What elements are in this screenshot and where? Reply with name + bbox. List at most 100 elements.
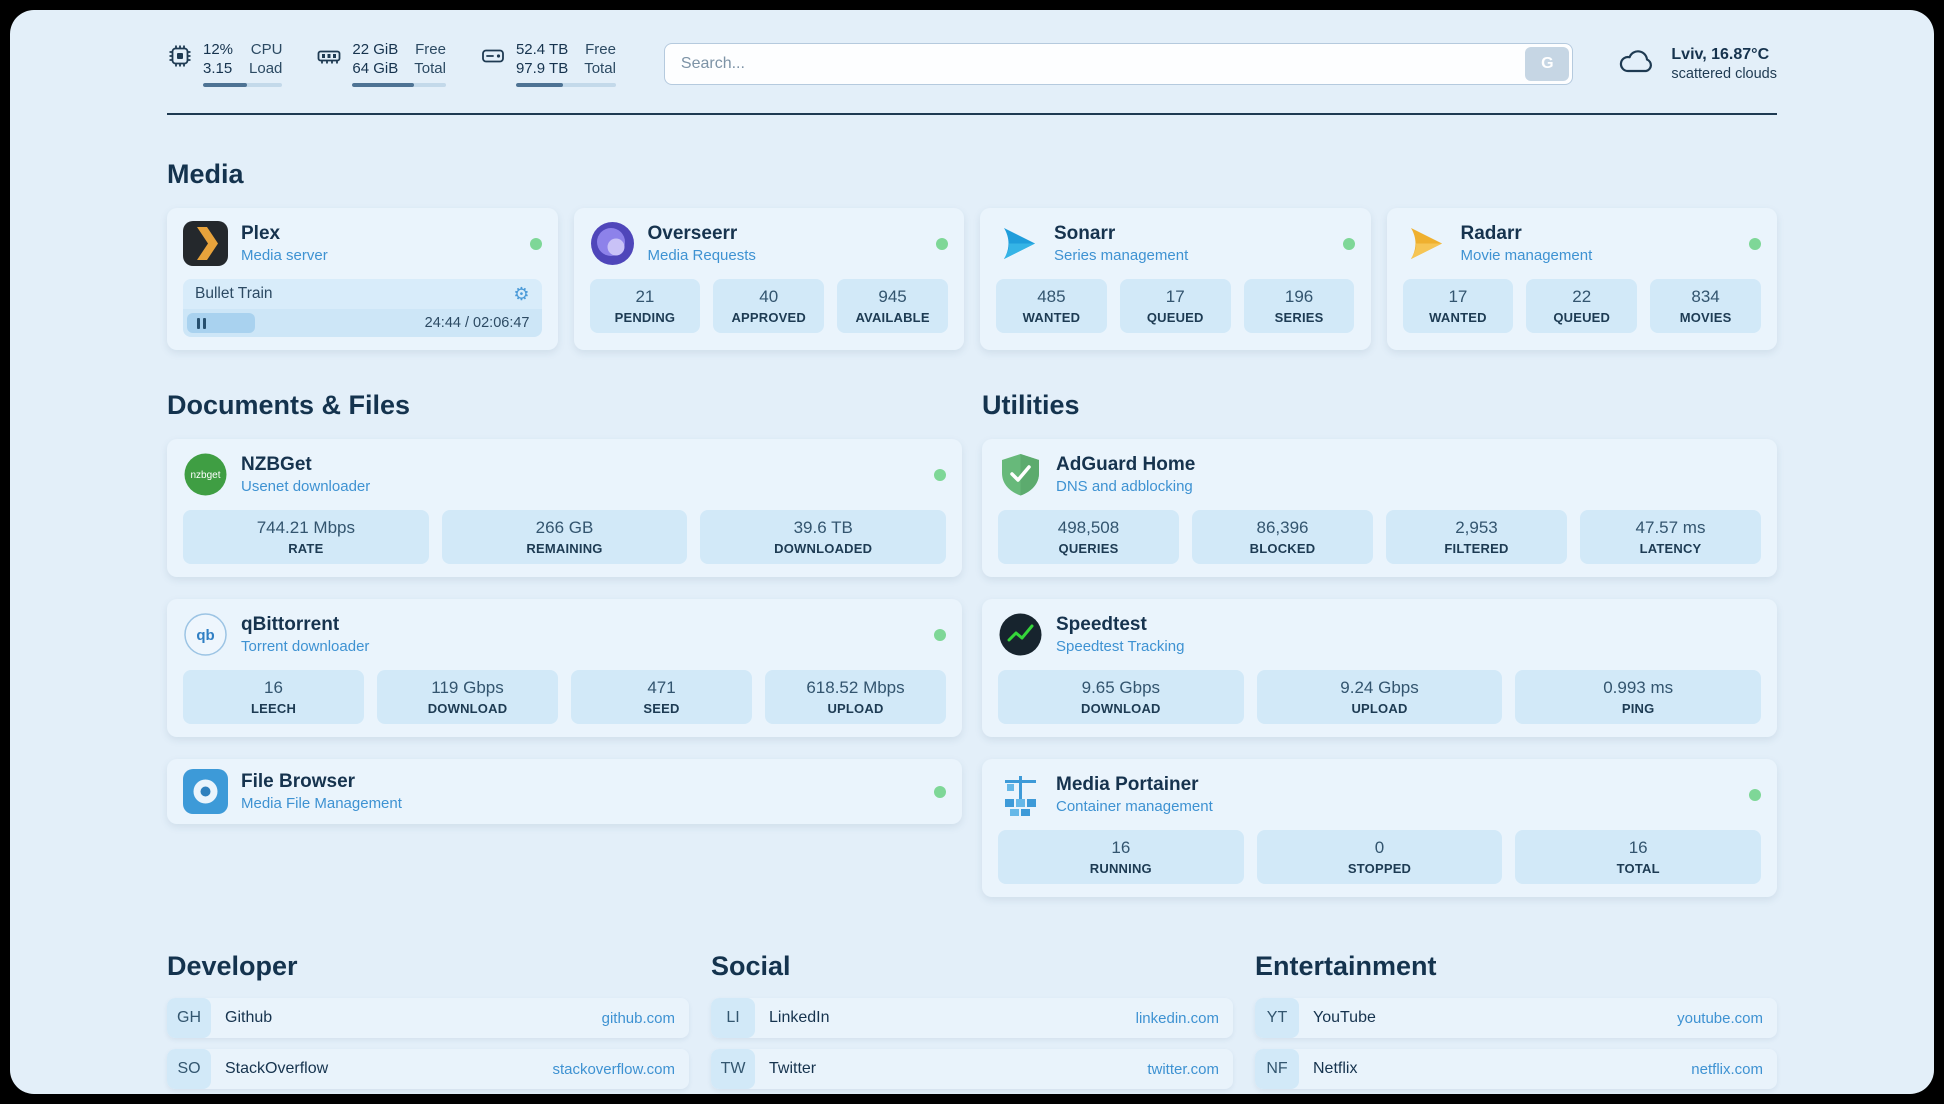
- bookmark-netflix[interactable]: NF Netflix netflix.com: [1255, 1049, 1777, 1089]
- service-card-adguard[interactable]: AdGuard Home DNS and adblocking 498,508 Q…: [982, 439, 1777, 577]
- bookmark-abbr: GH: [167, 998, 211, 1038]
- bookmark-url: github.com: [601, 1009, 675, 1027]
- service-name: AdGuard Home: [1056, 454, 1196, 475]
- service-card-speedtest[interactable]: Speedtest Speedtest Tracking 9.65 Gbps DO…: [982, 599, 1777, 737]
- now-playing-title: Bullet Train: [195, 285, 273, 302]
- stat-leech: 16 LEECH: [183, 670, 364, 724]
- bookmark-abbr: SO: [167, 1049, 211, 1089]
- cpu-usage-value: 12%: [203, 41, 234, 58]
- cpu-load-value: 3.15: [203, 60, 233, 77]
- cpu-icon: [167, 43, 193, 74]
- stat-available: 945 AVAILABLE: [837, 279, 948, 333]
- status-dot: [934, 468, 946, 481]
- stat-ping: 0.993 ms PING: [1515, 670, 1762, 724]
- service-card-overseerr[interactable]: Overseerr Media Requests 21 PENDING 40 APP…: [573, 208, 964, 350]
- dashboard: 12% CPU 3.15 Load: [10, 10, 1934, 1094]
- service-name: Radarr: [1460, 223, 1522, 244]
- disk-total-label: Total: [584, 60, 616, 77]
- stat-movies: 834 MOVIES: [1650, 279, 1761, 333]
- service-card-qbittorrent[interactable]: qb qBittorrent Torrent downloader 16 LEEC…: [167, 599, 962, 737]
- service-name: Sonarr: [1054, 223, 1116, 244]
- radarr-icon: [1403, 221, 1448, 266]
- stat-queued: 22 QUEUED: [1526, 279, 1638, 333]
- search-input[interactable]: [663, 42, 1574, 85]
- pause-icon[interactable]: [197, 317, 206, 329]
- qbittorrent-icon: qb: [183, 612, 228, 657]
- bookmark-url: netflix.com: [1691, 1060, 1763, 1078]
- bookmark-name: YouTube: [1313, 1009, 1376, 1026]
- section-title-media: Media: [167, 159, 244, 189]
- status-dot: [1342, 237, 1355, 250]
- bookmark-url: youtube.com: [1677, 1009, 1763, 1027]
- stat-stopped: 0 STOPPED: [1256, 830, 1503, 884]
- status-dot: [1749, 788, 1761, 801]
- stat-wanted: 17 WANTED: [1402, 279, 1514, 333]
- service-card-nzbget[interactable]: nzbget NZBGet Usenet downloader 744.21 M…: [167, 439, 962, 577]
- filebrowser-icon: [183, 769, 228, 814]
- system-metrics: 12% CPU 3.15 Load: [167, 40, 616, 87]
- search-bar: G: [663, 42, 1574, 85]
- service-card-sonarr[interactable]: Sonarr Series management 485 WANTED 17 QUE…: [980, 208, 1371, 350]
- topbar-divider: [167, 113, 1777, 115]
- stat-series: 196 SERIES: [1243, 279, 1355, 333]
- weather-widget: Lviv, 16.87°C scattered clouds: [1617, 45, 1777, 82]
- bookmark-twitter[interactable]: TW Twitter twitter.com: [711, 1049, 1233, 1089]
- stat-download: 9.65 Gbps DOWNLOAD: [998, 670, 1244, 724]
- ram-free-value: 22 GiB: [352, 41, 399, 58]
- bookmark-github[interactable]: GH Github github.com: [167, 998, 689, 1038]
- section-title-utilities: Utilities: [982, 390, 1080, 420]
- service-desc: Media server: [241, 247, 328, 264]
- bookmark-linkedin[interactable]: LI LinkedIn linkedin.com: [711, 998, 1233, 1038]
- ram-free-label: Free: [415, 41, 446, 58]
- bookmark-name: Twitter: [769, 1060, 817, 1077]
- overseerr-icon: [590, 221, 635, 266]
- stat-latency: 47.57 ms LATENCY: [1580, 510, 1761, 564]
- stat-approved: 40 APPROVED: [713, 279, 825, 333]
- disk-progress-bar: [515, 83, 616, 87]
- service-name: qBittorrent: [241, 614, 340, 635]
- cpu-load-label: Load: [249, 60, 283, 77]
- section-title-social: Social: [711, 951, 791, 981]
- bookmark-abbr: YT: [1255, 998, 1299, 1038]
- service-name: Speedtest: [1056, 614, 1147, 635]
- nzbget-icon: nzbget: [183, 452, 228, 497]
- service-name: Overseerr: [647, 223, 738, 244]
- bookmark-abbr: LI: [711, 998, 755, 1038]
- playback-progress-bar: 24:44 / 02:06:47: [183, 309, 542, 337]
- bookmark-name: Netflix: [1313, 1060, 1358, 1077]
- service-desc: Movie management: [1460, 247, 1593, 264]
- gear-icon[interactable]: ⚙: [513, 284, 530, 304]
- speedtest-icon: [998, 612, 1043, 657]
- service-card-radarr[interactable]: Radarr Movie management 17 WANTED 22 QUEUE…: [1386, 208, 1777, 350]
- cpu-usage-label: CPU: [250, 41, 283, 58]
- service-name: File Browser: [241, 771, 356, 792]
- bookmark-youtube[interactable]: YT YouTube youtube.com: [1255, 998, 1777, 1038]
- bookmark-stackoverflow[interactable]: SO StackOverflow stackoverflow.com: [167, 1049, 689, 1089]
- service-name: NZBGet: [241, 454, 312, 475]
- sonarr-icon: [996, 221, 1041, 266]
- bookmark-url: linkedin.com: [1135, 1009, 1219, 1027]
- bookmark-url: stackoverflow.com: [552, 1060, 675, 1078]
- service-card-plex[interactable]: Plex Media server Bullet Train ⚙ 24:44: [167, 208, 558, 350]
- bookmark-group-developer: Developer GH Github github.com SO StackO…: [167, 951, 689, 1094]
- service-card-filebrowser[interactable]: File Browser Media File Management: [167, 759, 962, 824]
- plex-icon: [183, 221, 228, 266]
- weather-location: Lviv, 16.87°C: [1671, 45, 1770, 63]
- section-utilities: Utilities AdGuard Home DNS and adblockin…: [982, 390, 1777, 897]
- disk-icon: [480, 43, 506, 74]
- service-desc: Media File Management: [241, 795, 402, 812]
- bookmark-name: LinkedIn: [769, 1009, 830, 1026]
- service-desc: Media Requests: [647, 247, 756, 264]
- service-card-portainer[interactable]: Media Portainer Container management 16 R…: [982, 759, 1777, 897]
- search-engine-button[interactable]: G: [1525, 46, 1570, 81]
- stat-queued: 17 QUEUED: [1119, 279, 1231, 333]
- bookmark-group-social: Social LI LinkedIn linkedin.com TW Twitt…: [711, 951, 1233, 1094]
- plex-now-playing: Bullet Train ⚙ 24:44 / 02:06:47: [183, 279, 542, 337]
- section-media: Media Plex Media server Bullet Train: [167, 159, 1777, 350]
- svg-text:nzbget: nzbget: [190, 470, 220, 481]
- ram-icon: [316, 43, 342, 74]
- service-name: Plex: [241, 223, 281, 244]
- section-documents: Documents & Files nzbget NZBGet Usenet d…: [167, 390, 962, 897]
- section-title-entertainment: Entertainment: [1255, 951, 1437, 981]
- stat-running: 16 RUNNING: [998, 830, 1244, 884]
